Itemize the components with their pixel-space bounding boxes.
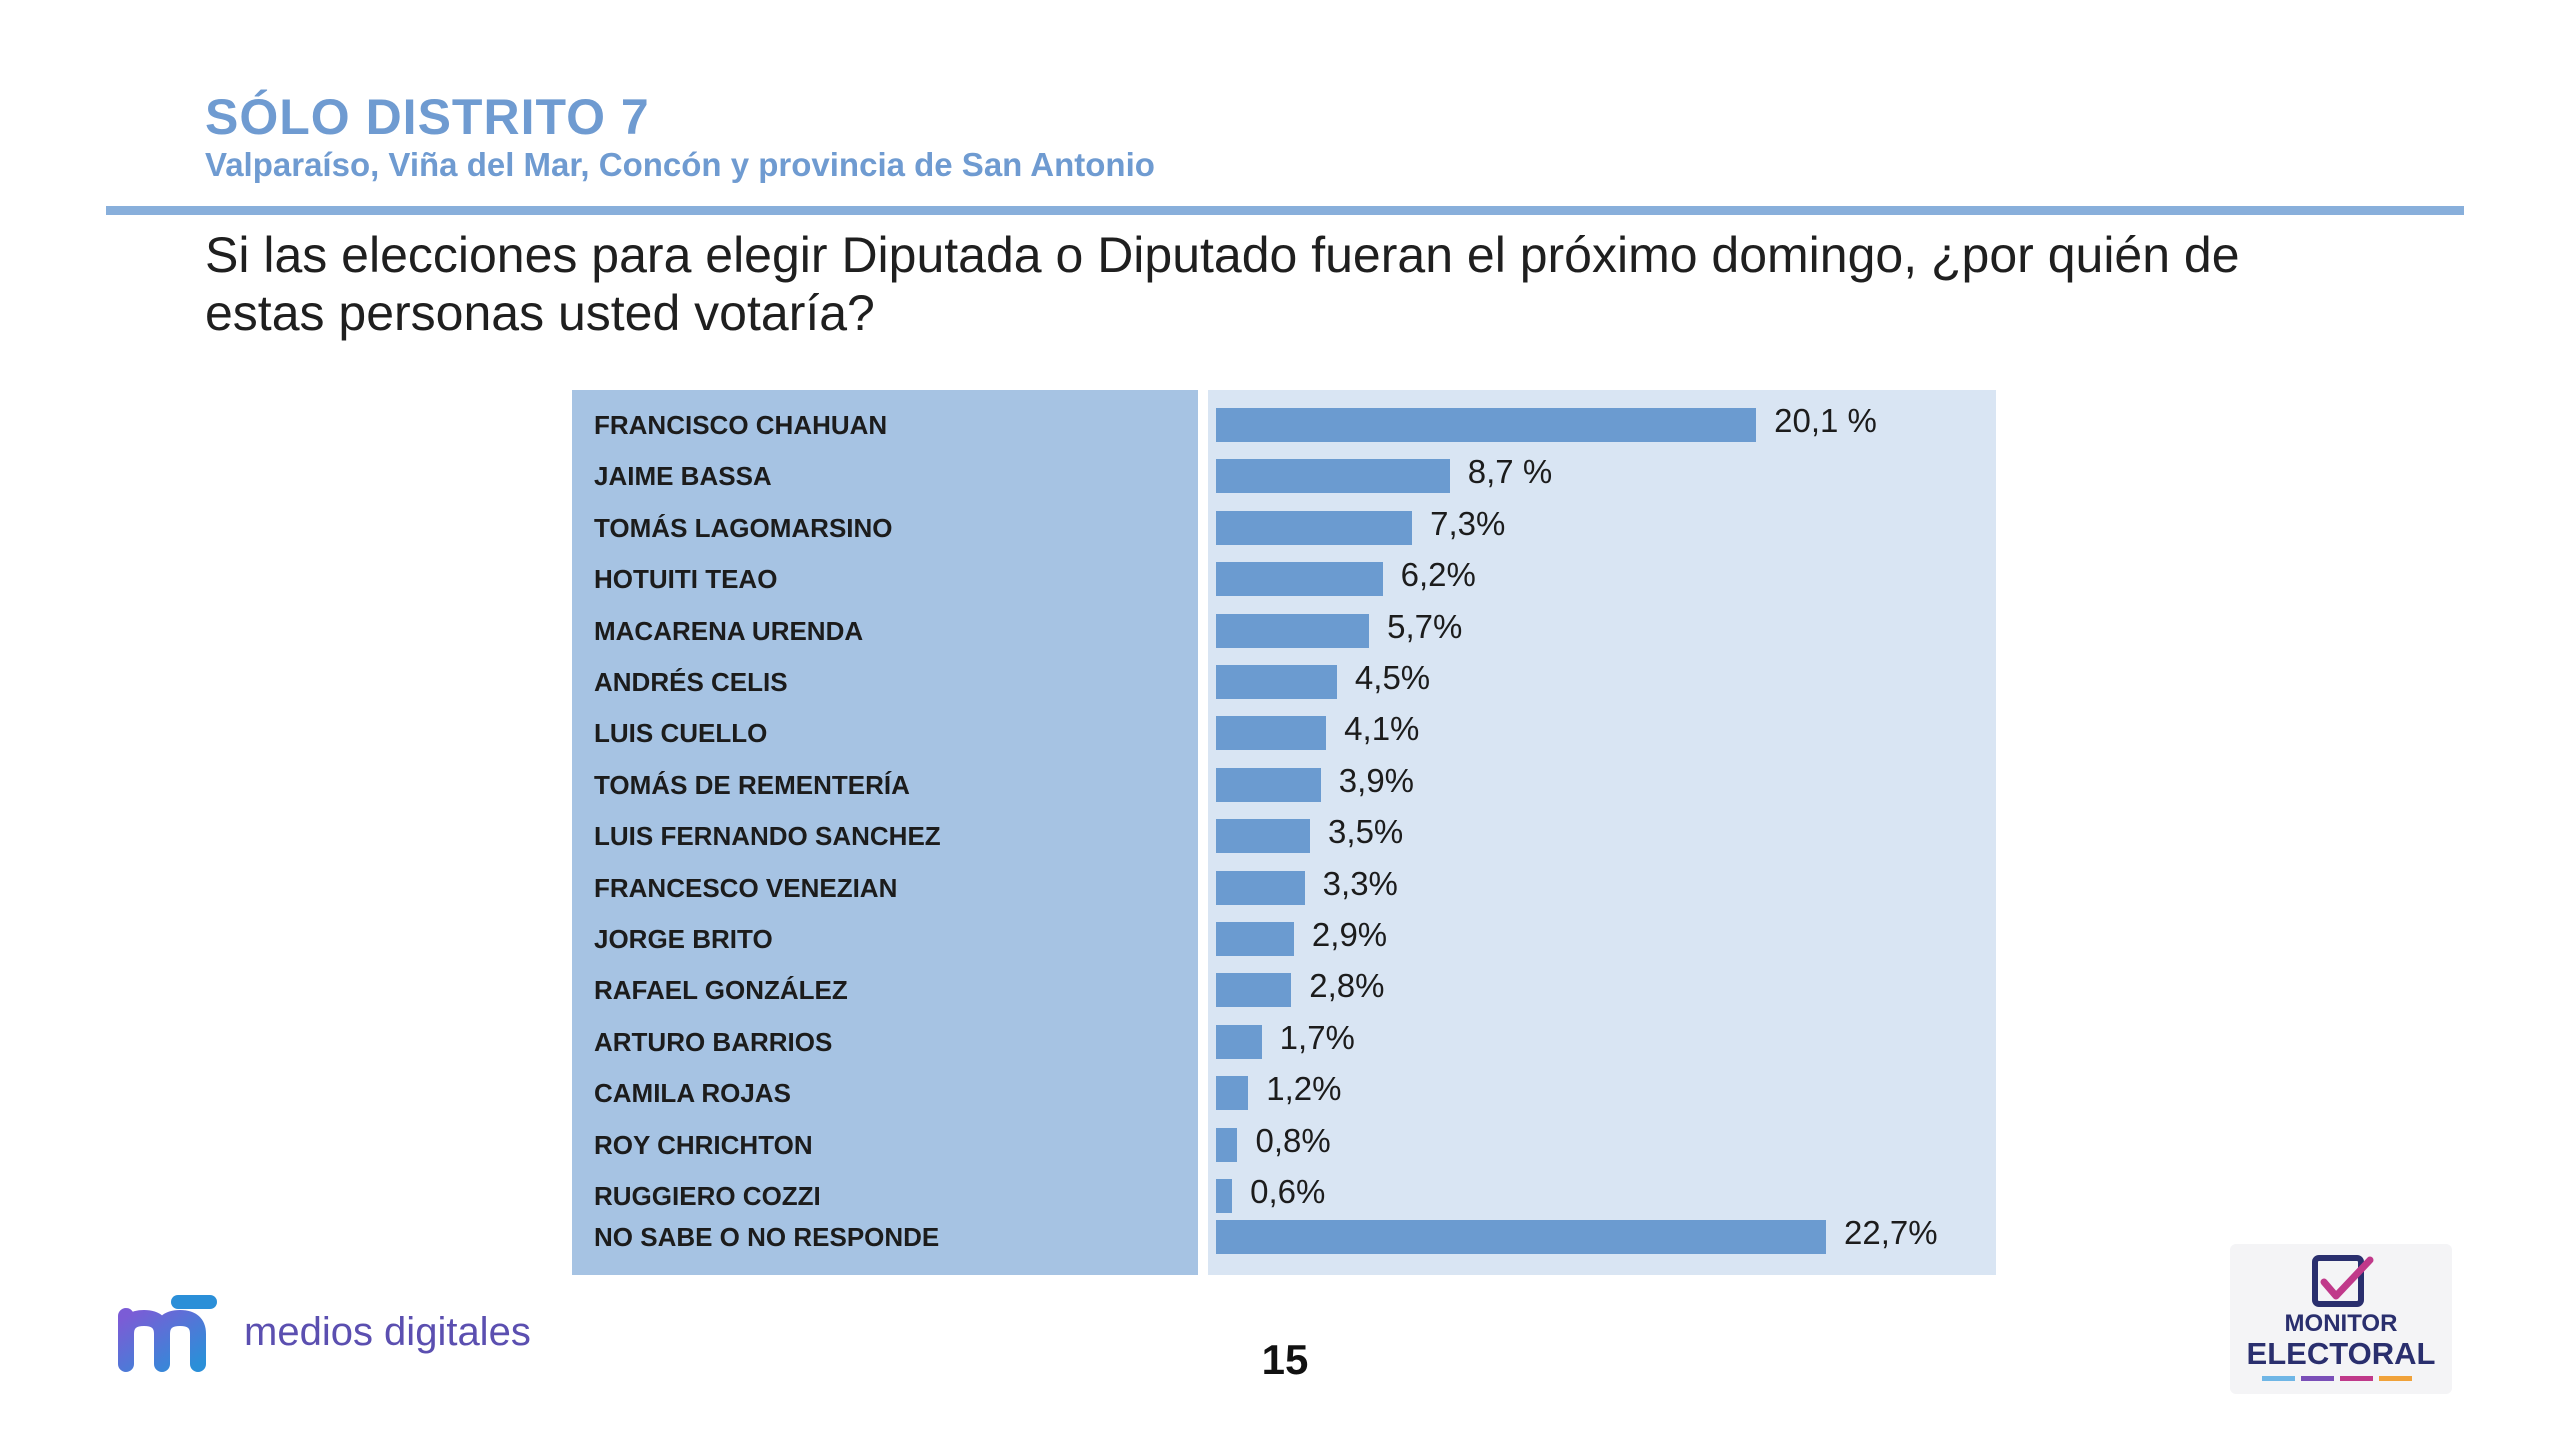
category-label: MACARENA URENDA xyxy=(594,615,864,646)
category-label: HOTUITI TEAO xyxy=(594,564,778,595)
monitor-electoral-line1: MONITOR xyxy=(2284,1310,2398,1337)
bar xyxy=(1216,819,1311,854)
category-label: LUIS CUELLO xyxy=(594,718,768,749)
value-label: 0,8% xyxy=(1255,1121,1331,1159)
bar xyxy=(1216,613,1370,648)
page-number: 15 xyxy=(1261,1336,1309,1383)
value-label: 22,7% xyxy=(1844,1214,1938,1251)
ballot-check-icon xyxy=(2312,1255,2374,1307)
category-label: RAFAEL GONZÁLEZ xyxy=(594,975,848,1006)
brand-stripes xyxy=(2262,1376,2412,1381)
survey-question: Si las elecciones para elegir Diputada o… xyxy=(205,227,2240,341)
value-label: 4,1% xyxy=(1344,710,1420,748)
category-label: LUIS FERNANDO SANCHEZ xyxy=(594,821,941,852)
category-label: TOMÁS DE REMENTERÍA xyxy=(594,769,910,800)
bar xyxy=(1216,1024,1262,1059)
stripe-magenta xyxy=(2340,1376,2373,1381)
category-label: TOMÁS LAGOMARSINO xyxy=(594,512,893,543)
bar xyxy=(1216,973,1292,1008)
bar xyxy=(1216,1179,1233,1213)
medios-digitales-logo: medios digitales xyxy=(118,1292,531,1372)
category-label: JORGE BRITO xyxy=(594,924,773,954)
category-label: FRANCISCO CHAHUAN xyxy=(594,410,888,440)
value-label: 1,2% xyxy=(1266,1070,1342,1108)
section-title: SÓLO DISTRITO 7 xyxy=(205,89,650,145)
bar xyxy=(1216,562,1383,597)
stripe-orange xyxy=(2379,1376,2412,1381)
bar xyxy=(1216,510,1413,545)
category-label: ROY CHRICHTON xyxy=(594,1129,813,1160)
value-label: 0,6% xyxy=(1250,1173,1326,1210)
value-label: 20,1 % xyxy=(1774,402,1877,439)
bar xyxy=(1216,665,1337,699)
bar xyxy=(1216,1076,1249,1111)
value-label: 3,5% xyxy=(1328,813,1404,851)
bar xyxy=(1216,870,1305,905)
monitor-electoral-line2: ELECTORAL xyxy=(2246,1336,2436,1371)
header-divider xyxy=(106,206,2464,215)
value-label: 2,8% xyxy=(1309,967,1385,1005)
value-label: 5,7% xyxy=(1387,607,1463,645)
category-label: JAIME BASSA xyxy=(594,461,772,492)
category-label: CAMILA ROJAS xyxy=(594,1078,791,1109)
value-label: 6,2% xyxy=(1400,556,1476,594)
bar xyxy=(1216,922,1294,956)
stripe-blue xyxy=(2262,1376,2295,1381)
category-label: ANDRÉS CELIS xyxy=(594,667,788,697)
medios-digitales-wordmark: medios digitales xyxy=(244,1309,531,1354)
category-label: ARTURO BARRIOS xyxy=(594,1026,833,1057)
category-label: FRANCESCO VENEZIAN xyxy=(594,872,898,903)
monitor-electoral-logo: MONITOR ELECTORAL xyxy=(2230,1244,2452,1394)
bar xyxy=(1216,1127,1238,1162)
category-label-panel xyxy=(572,390,1198,1275)
value-label: 3,3% xyxy=(1322,864,1398,902)
value-label: 8,7 % xyxy=(1467,453,1553,491)
medios-digitales-mark-icon xyxy=(118,1295,217,1372)
value-label: 4,5% xyxy=(1354,659,1431,696)
bar xyxy=(1216,1220,1826,1254)
bar xyxy=(1216,767,1321,802)
value-label: 7,3% xyxy=(1430,504,1506,542)
bar xyxy=(1216,459,1450,494)
value-label: 3,9% xyxy=(1338,761,1415,799)
bar xyxy=(1216,408,1757,442)
category-label: RUGGIERO COZZI xyxy=(594,1181,821,1211)
value-label: 1,7% xyxy=(1279,1018,1355,1056)
bar xyxy=(1216,716,1327,751)
category-label: NO SABE O NO RESPONDE xyxy=(594,1222,940,1252)
value-label: 2,9% xyxy=(1311,916,1388,953)
stripe-purple xyxy=(2301,1376,2334,1381)
section-subtitle: Valparaíso, Viña del Mar, Concón y provi… xyxy=(205,146,1155,183)
